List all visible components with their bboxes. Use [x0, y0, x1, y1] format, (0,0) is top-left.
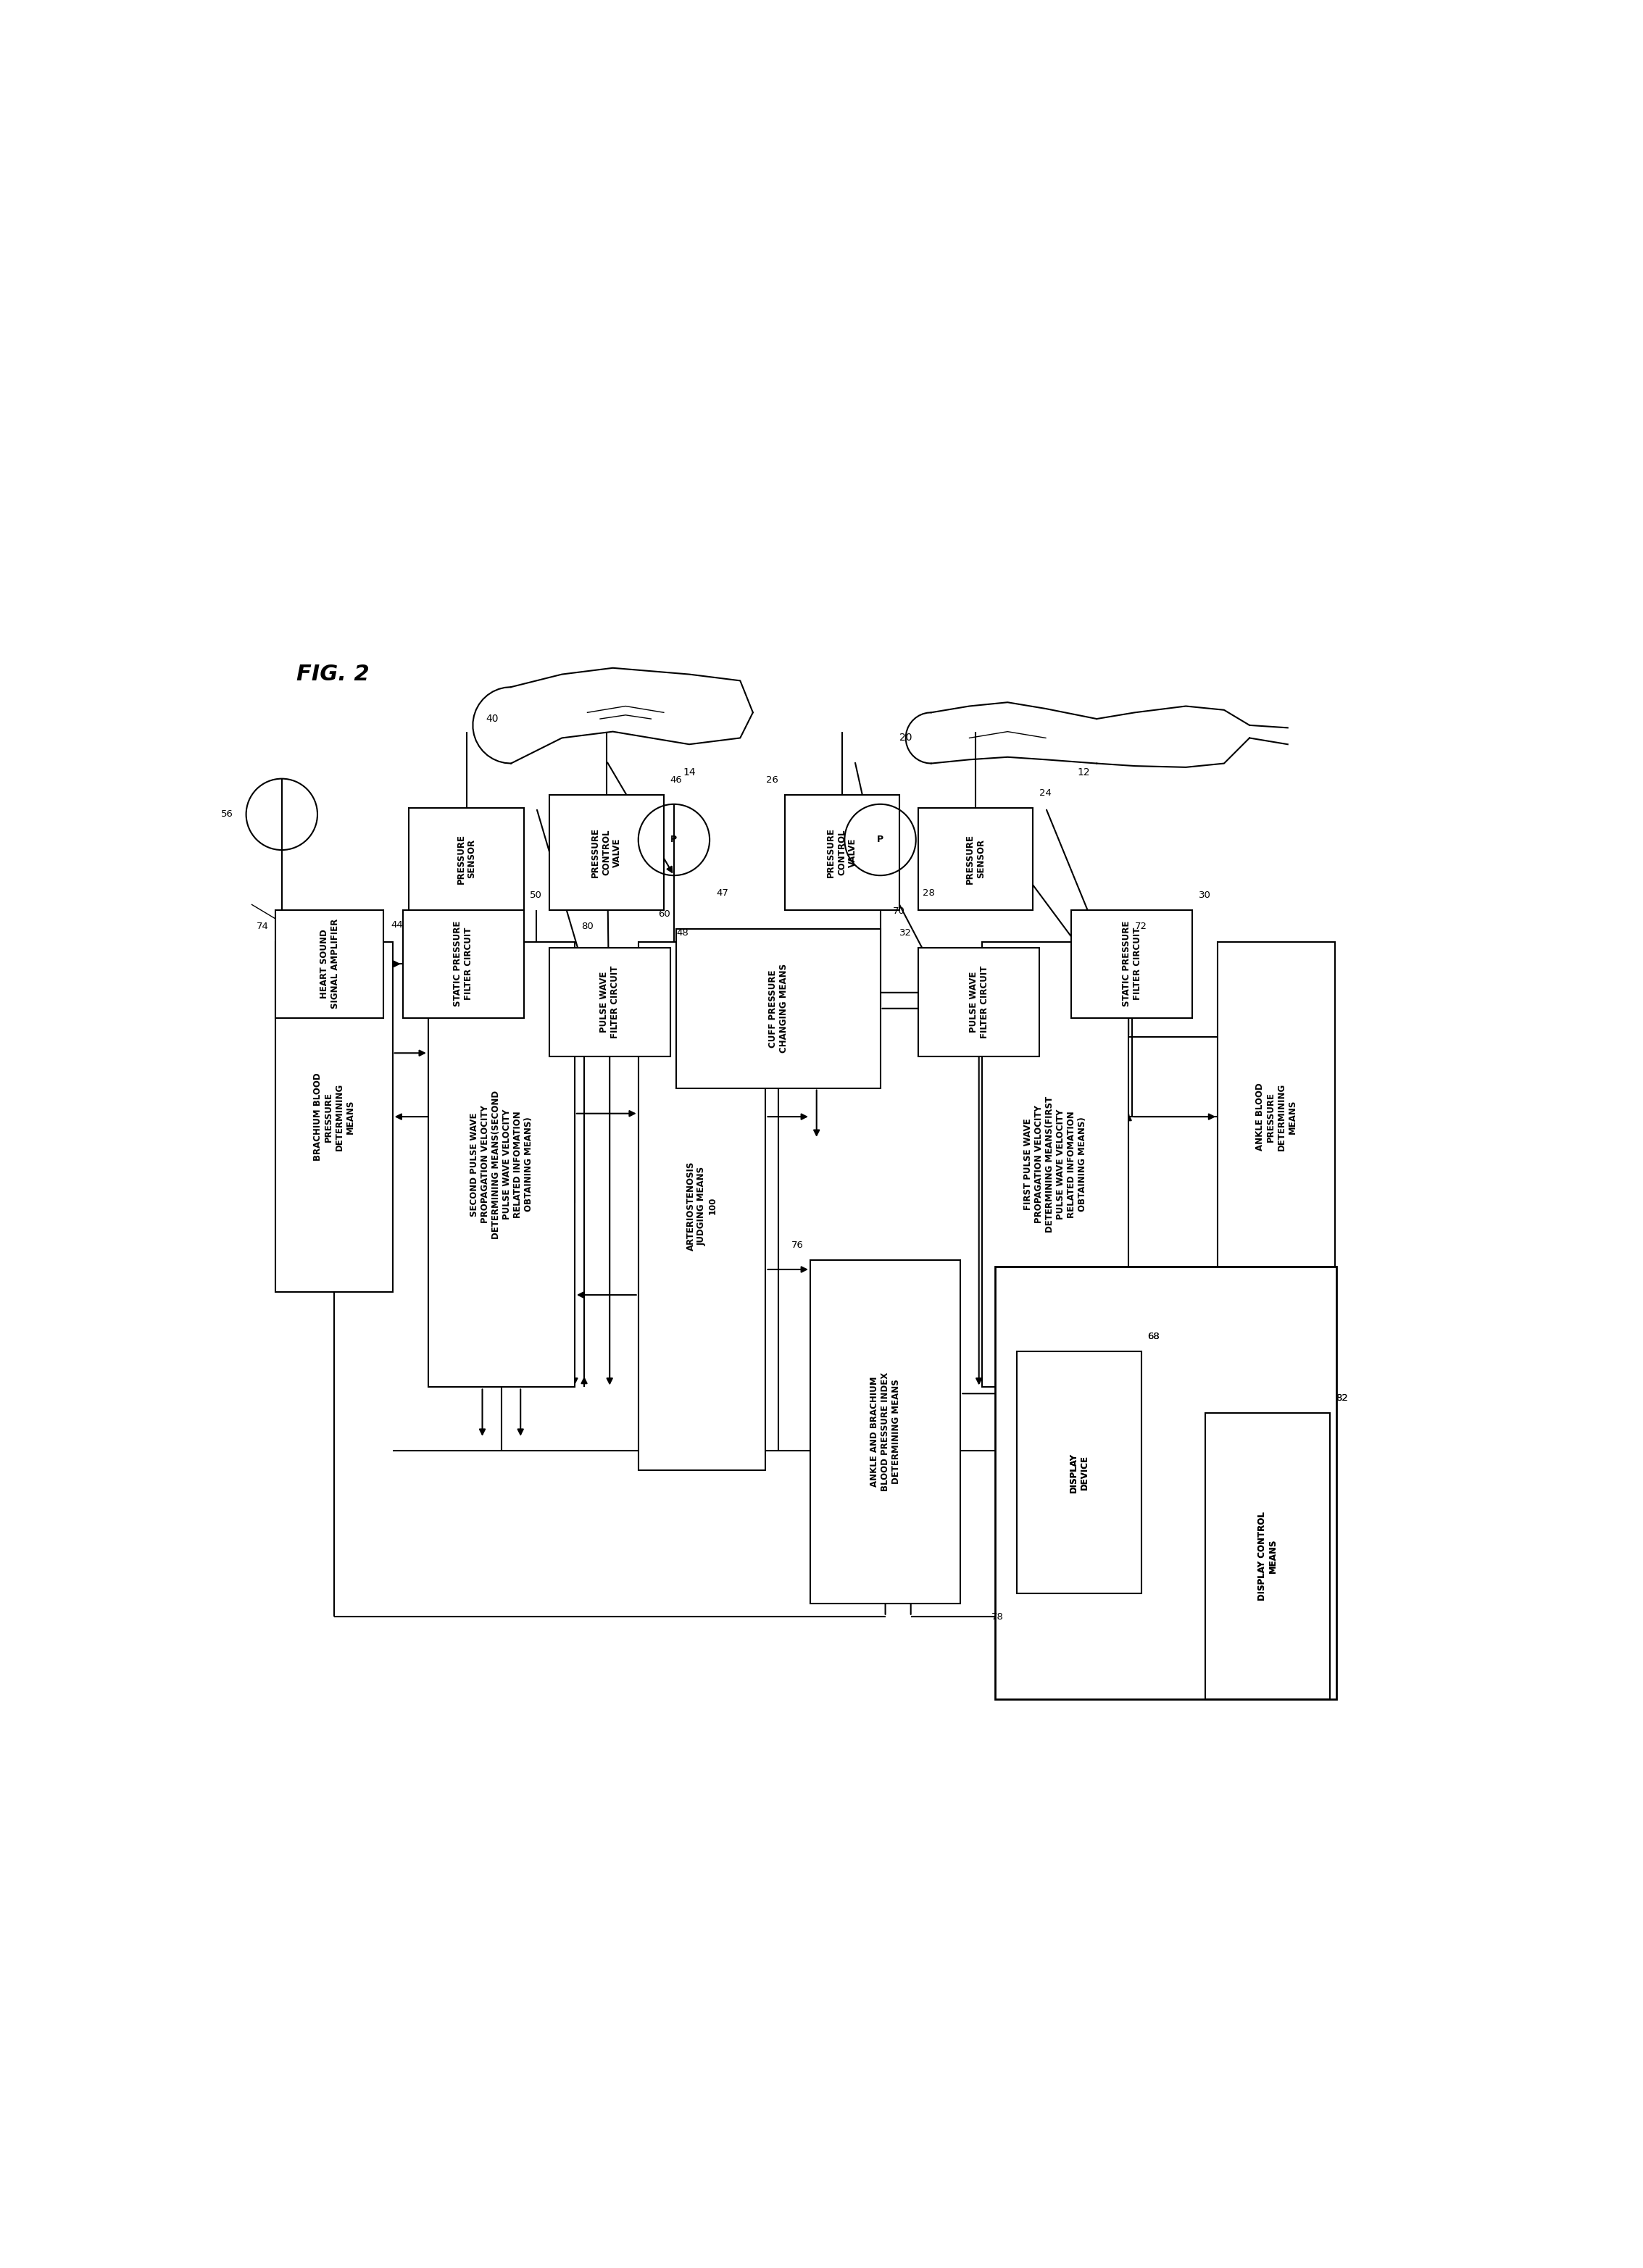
- Text: 48: 48: [677, 928, 688, 939]
- Text: 14: 14: [683, 767, 695, 778]
- Text: ARTERIOSTENOSIS
JUDGING MEANS
100: ARTERIOSTENOSIS JUDGING MEANS 100: [687, 1161, 718, 1250]
- Text: STATIC PRESSURE
FILTER CIRCUIT: STATIC PRESSURE FILTER CIRCUIT: [1122, 921, 1142, 1007]
- Text: SECOND PULSE WAVE
PROPAGATION VELOCITY
DETERMINING MEANS(SECOND
PULSE WAVE VELOC: SECOND PULSE WAVE PROPAGATION VELOCITY D…: [470, 1091, 534, 1238]
- Text: 78: 78: [991, 1613, 1004, 1622]
- Text: 30: 30: [1198, 891, 1211, 900]
- FancyBboxPatch shape: [810, 1261, 961, 1603]
- Text: 40: 40: [486, 714, 498, 723]
- Text: 74: 74: [256, 923, 269, 932]
- Text: FIRST PULSE WAVE
PROPAGATION VELOCITY
DETERMINING MEANS(FIRST
PULSE WAVE VELOCIT: FIRST PULSE WAVE PROPAGATION VELOCITY DE…: [1024, 1095, 1088, 1232]
- Text: PULSE WAVE
FILTER CIRCUIT: PULSE WAVE FILTER CIRCUIT: [600, 966, 619, 1039]
- Text: 12: 12: [1078, 767, 1091, 778]
- FancyBboxPatch shape: [429, 941, 575, 1388]
- Text: 50: 50: [531, 891, 542, 900]
- FancyBboxPatch shape: [677, 930, 881, 1089]
- FancyBboxPatch shape: [637, 941, 766, 1470]
- FancyBboxPatch shape: [549, 948, 670, 1057]
- Text: 68: 68: [1147, 1331, 1160, 1340]
- Text: 44: 44: [391, 921, 403, 930]
- FancyBboxPatch shape: [918, 807, 1033, 909]
- Text: 80: 80: [582, 923, 593, 932]
- FancyBboxPatch shape: [996, 1266, 1336, 1699]
- Text: 26: 26: [766, 776, 779, 785]
- FancyBboxPatch shape: [1071, 909, 1193, 1018]
- Text: PULSE WAVE
FILTER CIRCUIT: PULSE WAVE FILTER CIRCUIT: [969, 966, 989, 1039]
- Text: P: P: [670, 835, 677, 844]
- FancyBboxPatch shape: [276, 909, 384, 1018]
- Text: 56: 56: [222, 810, 233, 819]
- Text: 82: 82: [1336, 1393, 1349, 1402]
- Text: HEART SOUND
SIGNAL AMPLIFIER: HEART SOUND SIGNAL AMPLIFIER: [319, 919, 340, 1009]
- Text: FIG. 2: FIG. 2: [296, 665, 370, 685]
- Text: 60: 60: [657, 909, 670, 919]
- Text: PRESSURE
CONTROL
VALVE: PRESSURE CONTROL VALVE: [826, 828, 858, 878]
- Text: 24: 24: [1040, 789, 1052, 798]
- FancyBboxPatch shape: [409, 807, 524, 909]
- Text: PRESSURE
SENSOR: PRESSURE SENSOR: [457, 835, 476, 885]
- Text: 76: 76: [792, 1241, 803, 1250]
- Text: DISPLAY CONTROL
MEANS: DISPLAY CONTROL MEANS: [1257, 1510, 1278, 1601]
- Text: PRESSURE
CONTROL
VALVE: PRESSURE CONTROL VALVE: [591, 828, 623, 878]
- FancyBboxPatch shape: [1017, 1352, 1142, 1594]
- FancyBboxPatch shape: [276, 941, 393, 1293]
- Text: ANKLE BLOOD
PRESSURE
DETERMINING
MEANS: ANKLE BLOOD PRESSURE DETERMINING MEANS: [1255, 1082, 1298, 1150]
- Text: 28: 28: [922, 889, 935, 898]
- FancyBboxPatch shape: [1017, 1352, 1142, 1594]
- Text: P: P: [877, 835, 884, 844]
- FancyBboxPatch shape: [403, 909, 524, 1018]
- Text: 70: 70: [894, 907, 905, 916]
- Text: PRESSURE
SENSOR: PRESSURE SENSOR: [966, 835, 986, 885]
- FancyBboxPatch shape: [785, 796, 899, 909]
- Text: ANKLE AND BRACHIUM
BLOOD PRESSURE INDEX
DETERMINING MEANS: ANKLE AND BRACHIUM BLOOD PRESSURE INDEX …: [869, 1372, 900, 1492]
- Text: 46: 46: [670, 776, 682, 785]
- FancyBboxPatch shape: [918, 948, 1040, 1057]
- Text: CUFF PRESSURE
CHANGING MEANS: CUFF PRESSURE CHANGING MEANS: [769, 964, 789, 1052]
- Text: 20: 20: [899, 733, 912, 744]
- FancyBboxPatch shape: [549, 796, 664, 909]
- Text: DISPLAY
DEVICE: DISPLAY DEVICE: [1068, 1452, 1089, 1492]
- Text: 72: 72: [1135, 923, 1147, 932]
- FancyBboxPatch shape: [983, 941, 1129, 1388]
- Text: 47: 47: [716, 889, 728, 898]
- Text: 68: 68: [1147, 1331, 1160, 1340]
- FancyBboxPatch shape: [1204, 1413, 1329, 1699]
- Text: STATIC PRESSURE
FILTER CIRCUIT: STATIC PRESSURE FILTER CIRCUIT: [453, 921, 473, 1007]
- FancyBboxPatch shape: [1217, 941, 1334, 1293]
- Text: DISPLAY CONTROL
MEANS: DISPLAY CONTROL MEANS: [1257, 1510, 1278, 1601]
- Text: 82: 82: [1336, 1393, 1349, 1402]
- Text: 32: 32: [900, 928, 912, 939]
- FancyBboxPatch shape: [1204, 1413, 1329, 1699]
- Text: DISPLAY
DEVICE: DISPLAY DEVICE: [1068, 1452, 1089, 1492]
- Text: BRACHIUM BLOOD
PRESSURE
DETERMINING
MEANS: BRACHIUM BLOOD PRESSURE DETERMINING MEAN…: [312, 1073, 355, 1161]
